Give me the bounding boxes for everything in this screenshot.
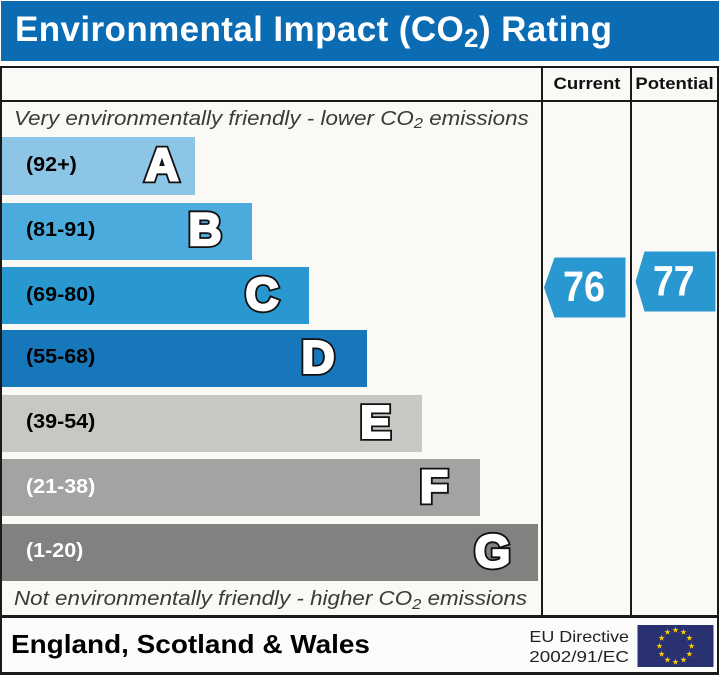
svg-text:76: 76 bbox=[563, 264, 605, 311]
svg-text:77: 77 bbox=[653, 259, 695, 306]
